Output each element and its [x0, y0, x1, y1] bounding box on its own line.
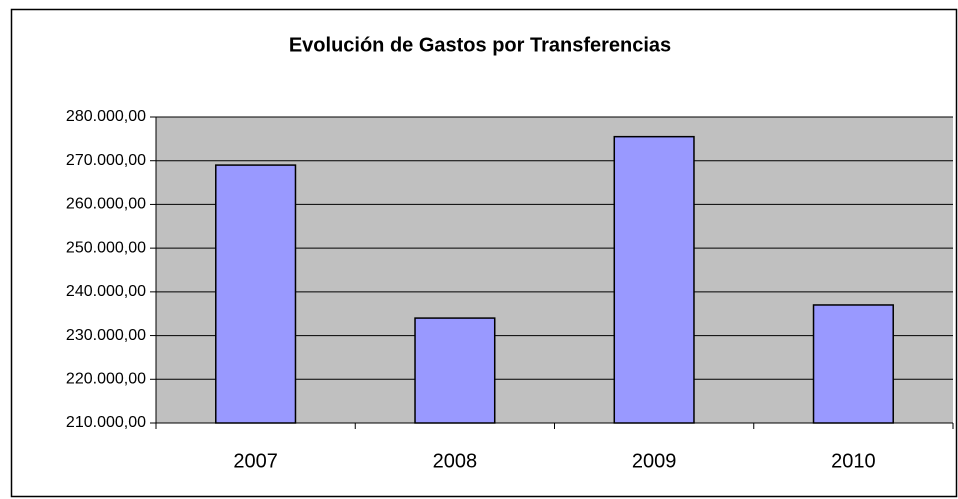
y-tick-label: 260.000,00 — [66, 196, 146, 213]
x-tick-label: 2010 — [831, 450, 876, 472]
bar — [414, 317, 496, 424]
y-tick-label: 250.000,00 — [66, 239, 146, 256]
y-tick-label: 220.000,00 — [66, 371, 146, 388]
bar — [613, 135, 695, 424]
y-tick-label: 230.000,00 — [66, 327, 146, 344]
y-tick-label: 240.000,00 — [66, 283, 146, 300]
bar — [812, 304, 894, 424]
x-tick-label: 2008 — [433, 450, 478, 472]
x-tick-label: 2007 — [233, 450, 278, 472]
y-tick-label: 210.000,00 — [66, 414, 146, 431]
y-tick-label: 270.000,00 — [66, 152, 146, 169]
bar — [215, 164, 297, 424]
chart-title: Evolución de Gastos por Transferencias — [289, 34, 671, 56]
y-tick-label: 280.000,00 — [66, 108, 146, 125]
x-tick-label: 2009 — [632, 450, 677, 472]
